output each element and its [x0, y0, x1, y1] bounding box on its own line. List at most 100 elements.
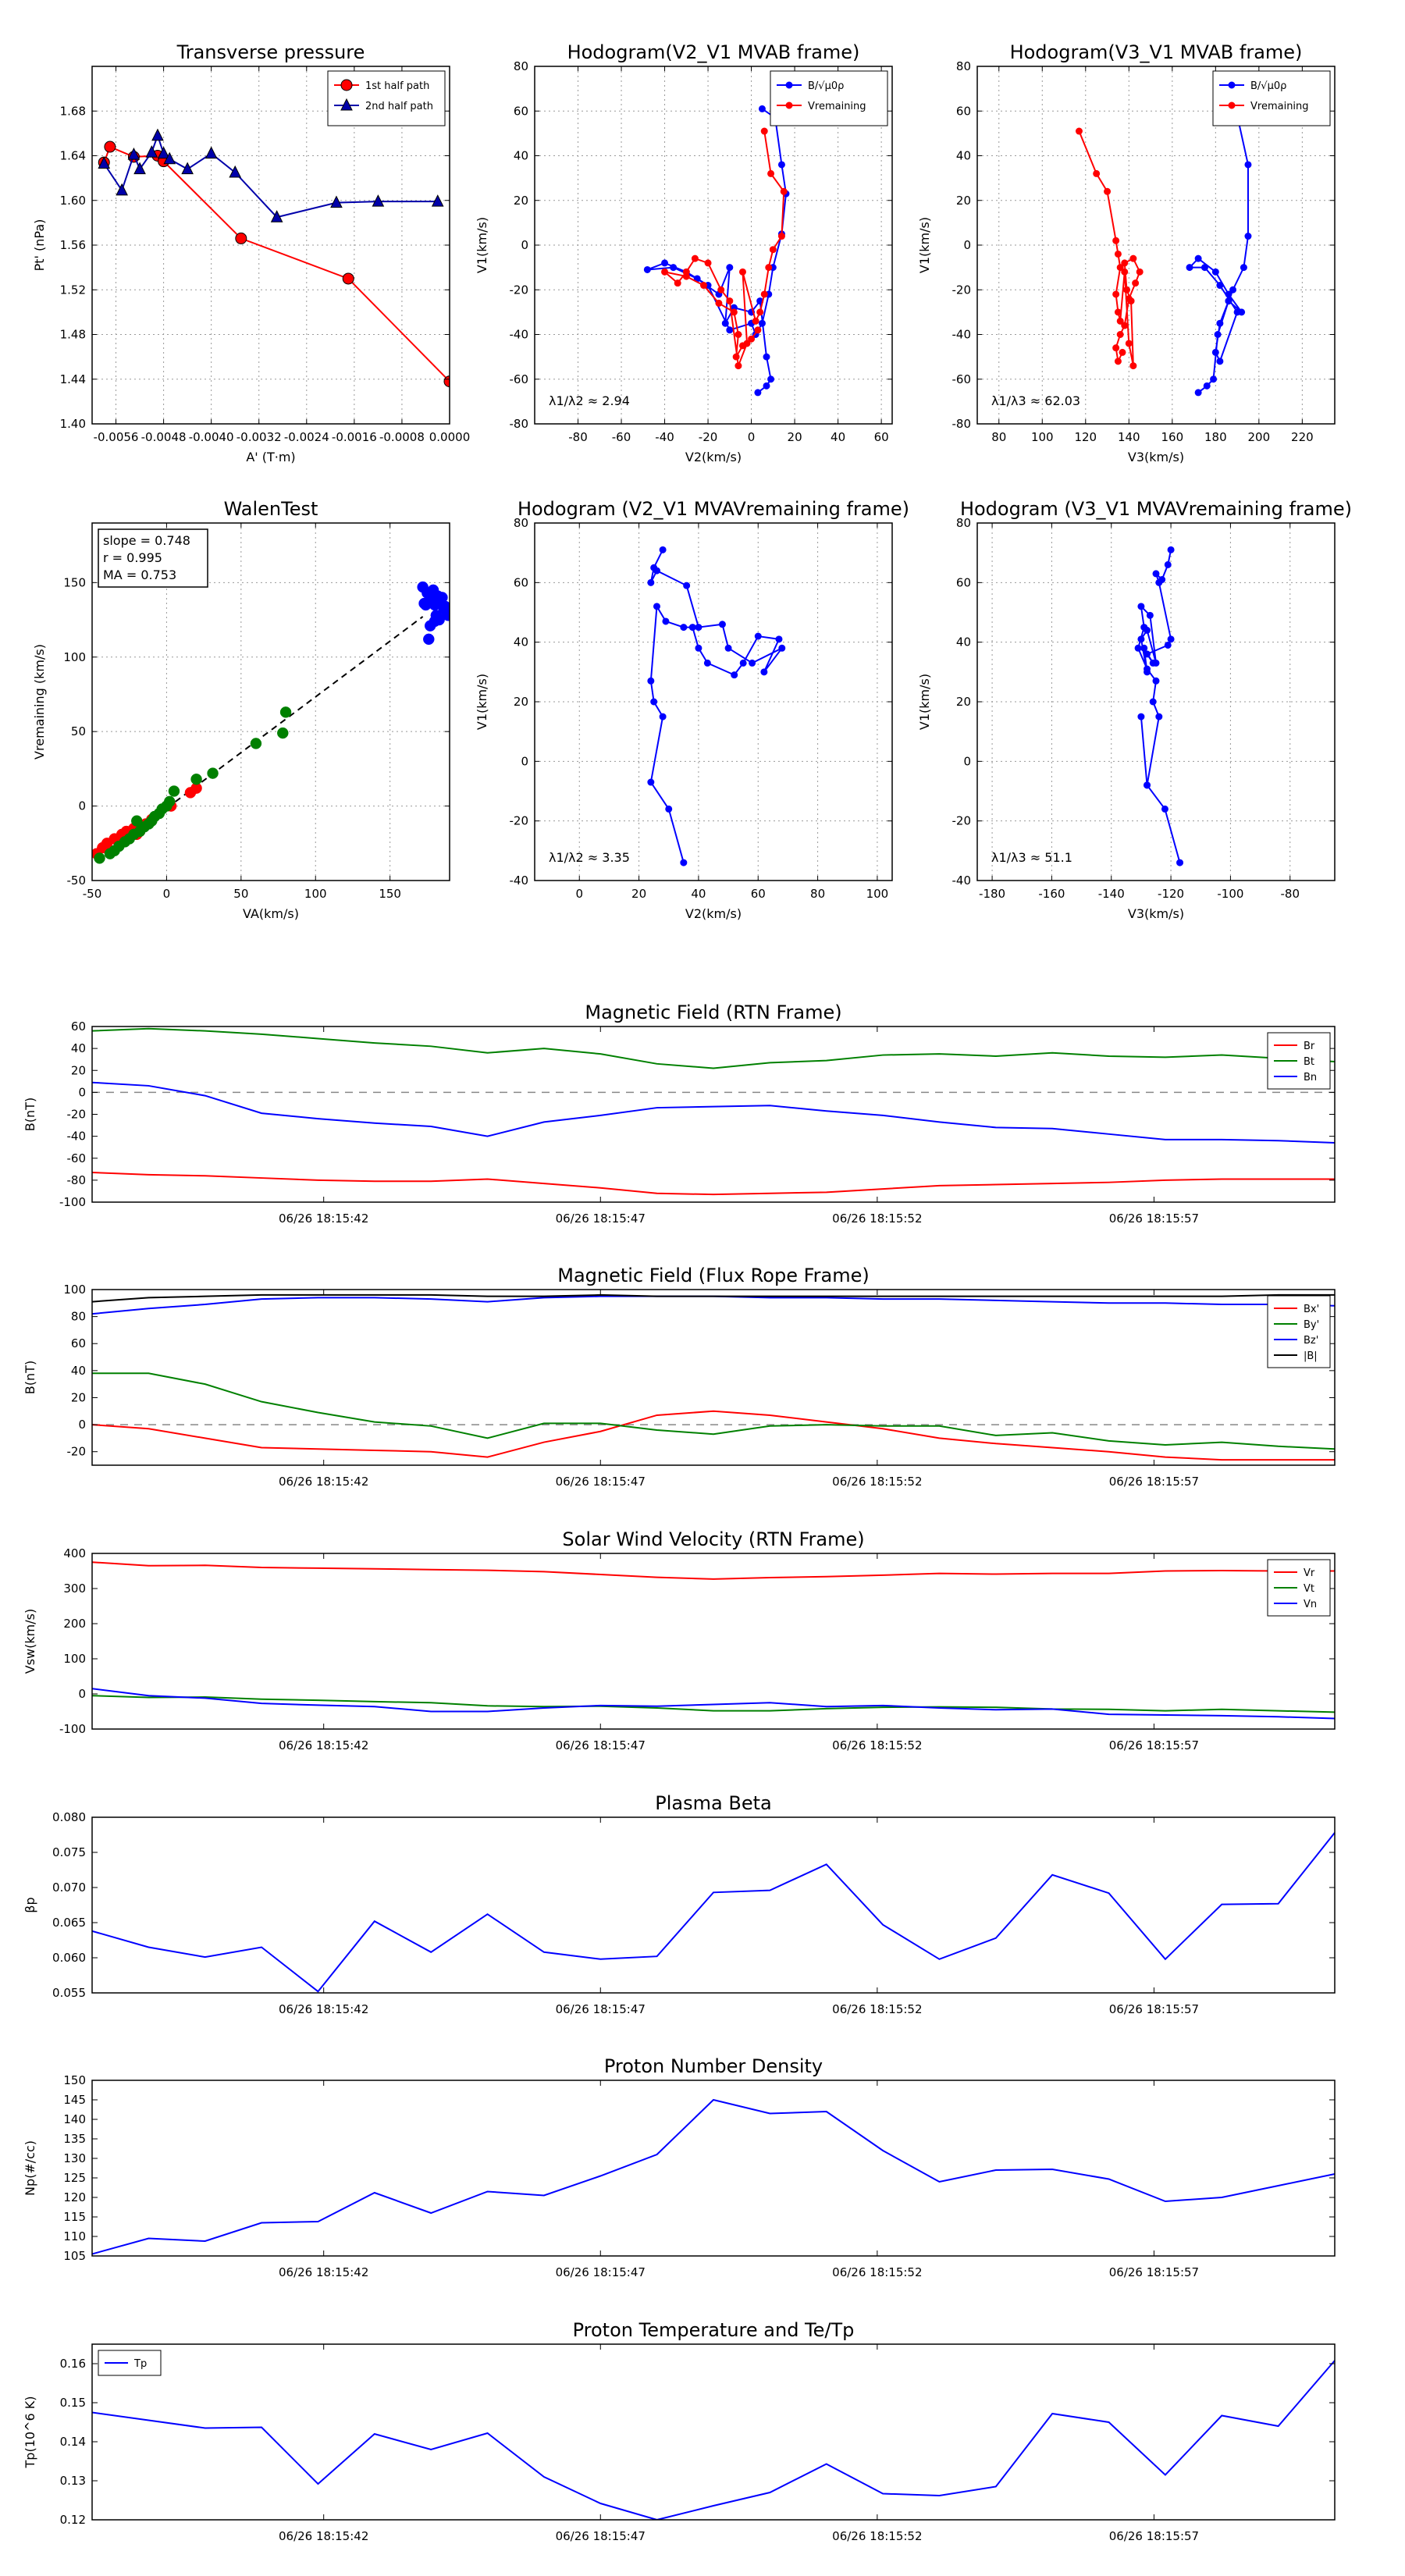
y-tick-label: 1.60: [60, 194, 86, 208]
data-point: [721, 319, 729, 327]
y-tick-label: 140: [63, 2112, 86, 2126]
plot-frame: [91, 1553, 1336, 1730]
x-tick-label: 50: [233, 887, 248, 901]
data-point: [1194, 389, 1202, 397]
data-point: [1216, 282, 1224, 290]
chart-np: 105 110 115 120 125 130 135 140 145 150 06/26 18:1…: [23, 2055, 1336, 2279]
y-tick-label: 60: [71, 1019, 86, 1034]
y-tick-label: 0: [963, 238, 971, 252]
data-point: [760, 668, 768, 676]
series-line-|b|: [92, 1293, 1335, 1303]
data-point: [758, 105, 766, 112]
y-tick-label: -100: [59, 1195, 86, 1209]
data-point: [235, 232, 247, 244]
legend: Tp: [98, 2350, 162, 2376]
y-tick-label: -20: [952, 283, 972, 297]
y-tick-label: 80: [514, 59, 528, 73]
x-tick-label: 06/26 18:15:42: [279, 1475, 368, 1489]
data-point: [1104, 187, 1112, 195]
data-point: [749, 659, 756, 667]
data-point: [731, 671, 738, 679]
y-tick-label: 20: [956, 695, 971, 709]
y-tick-label: 100: [63, 1652, 86, 1666]
data-point: [683, 582, 691, 589]
data-point: [157, 146, 170, 159]
chart-title: WalenTest: [224, 498, 318, 520]
x-tick-label: -80: [568, 430, 588, 444]
x-tick-label: -100: [1217, 887, 1243, 901]
x-tick-label: 40: [831, 430, 845, 444]
data-point: [116, 183, 128, 196]
data-point: [1123, 286, 1131, 294]
y-tick-label: -40: [510, 328, 529, 342]
y-tick-label: 1.48: [60, 328, 86, 342]
plot-area: [92, 1832, 1335, 1993]
data-point: [763, 353, 770, 361]
y-tick-label: -100: [59, 1722, 86, 1736]
data-point: [767, 169, 775, 177]
y-tick-label: 60: [956, 104, 971, 118]
data-point: [726, 264, 734, 272]
y-axis-label: V1(km/s): [475, 674, 489, 730]
x-axis-label: V2(km/s): [685, 906, 742, 921]
chart-h4: -180 -160 -140 -120 -100 -80 -40 -20 0 20 40 60 80Ho…: [917, 498, 1352, 921]
x-tick-label: 0.0000: [429, 430, 471, 444]
y-tick-label: 0.070: [52, 1880, 86, 1895]
data-point: [1240, 264, 1247, 272]
x-tick-label: -40: [655, 430, 674, 444]
x-tick-label: 06/26 18:15:52: [832, 2265, 922, 2279]
data-point: [1194, 254, 1202, 262]
series-line-vr: [92, 1561, 1335, 1580]
data-point: [340, 79, 353, 91]
data-point: [1144, 650, 1151, 658]
x-tick-label: 06/26 18:15:57: [1109, 1738, 1199, 1752]
data-point: [151, 128, 164, 141]
data-point: [718, 621, 726, 628]
data-point: [1211, 268, 1219, 276]
fit-stat: MA = 0.753: [103, 568, 176, 582]
data-point: [1116, 317, 1124, 325]
series-b---0-: [1186, 105, 1252, 397]
series-line-bx: [92, 1410, 1335, 1461]
y-tick-label: 130: [63, 2151, 86, 2165]
y-tick-label: 20: [71, 1063, 86, 1077]
y-tick-label: 300: [63, 1582, 86, 1596]
data-point: [1132, 279, 1140, 287]
legend: 1st half path 2nd half path: [327, 70, 446, 126]
chart-tp: -0.0056 -0.0048 -0.0040 -0.0032 -0.0024 -0.00…: [32, 41, 470, 464]
series-line-vt: [92, 1695, 1335, 1713]
y-tick-label: 0.060: [52, 1951, 86, 1965]
series-line: [646, 108, 787, 393]
plot-area: [92, 581, 450, 864]
data-point: [763, 382, 770, 390]
x-tick-label: 40: [691, 887, 706, 901]
y-tick-label: 0.12: [60, 2513, 86, 2527]
x-tick-label: 220: [1291, 430, 1314, 444]
x-tick-label: 80: [810, 887, 825, 901]
data-point: [1225, 290, 1232, 298]
plot-area: [92, 1561, 1335, 1720]
x-tick-label: 06/26 18:15:52: [832, 2002, 922, 2016]
y-tick-label: 60: [71, 1336, 86, 1350]
y-axis-label: B(nT): [23, 1098, 37, 1131]
y-tick-label: 60: [956, 575, 971, 589]
data-point: [94, 852, 105, 864]
legend-label: 1st half path: [365, 80, 429, 92]
y-tick-label: 20: [956, 194, 971, 208]
chart-beta: 0.055 0.060 0.065 0.070 0.075 0.080 06/26 18:1…: [23, 1792, 1336, 2016]
y-tick-label: 1.52: [60, 283, 86, 297]
legend-label: Tp: [133, 2358, 147, 2370]
lambda-ratio: λ1/λ3 ≈ 62.03: [991, 393, 1080, 408]
x-tick-label: -0.0008: [379, 430, 425, 444]
x-tick-label: 200: [1248, 430, 1271, 444]
x-tick-label: -0.0024: [284, 430, 329, 444]
data-point: [665, 805, 673, 813]
series-vremaining: [1134, 546, 1184, 866]
x-tick-label: 06/26 18:15:42: [279, 2265, 368, 2279]
plot-area: [92, 1027, 1335, 1196]
plot-area: [1075, 105, 1252, 397]
data-point: [1152, 570, 1160, 578]
data-point: [1129, 362, 1137, 370]
chart-title: Plasma Beta: [655, 1792, 771, 1814]
data-point: [769, 246, 777, 254]
